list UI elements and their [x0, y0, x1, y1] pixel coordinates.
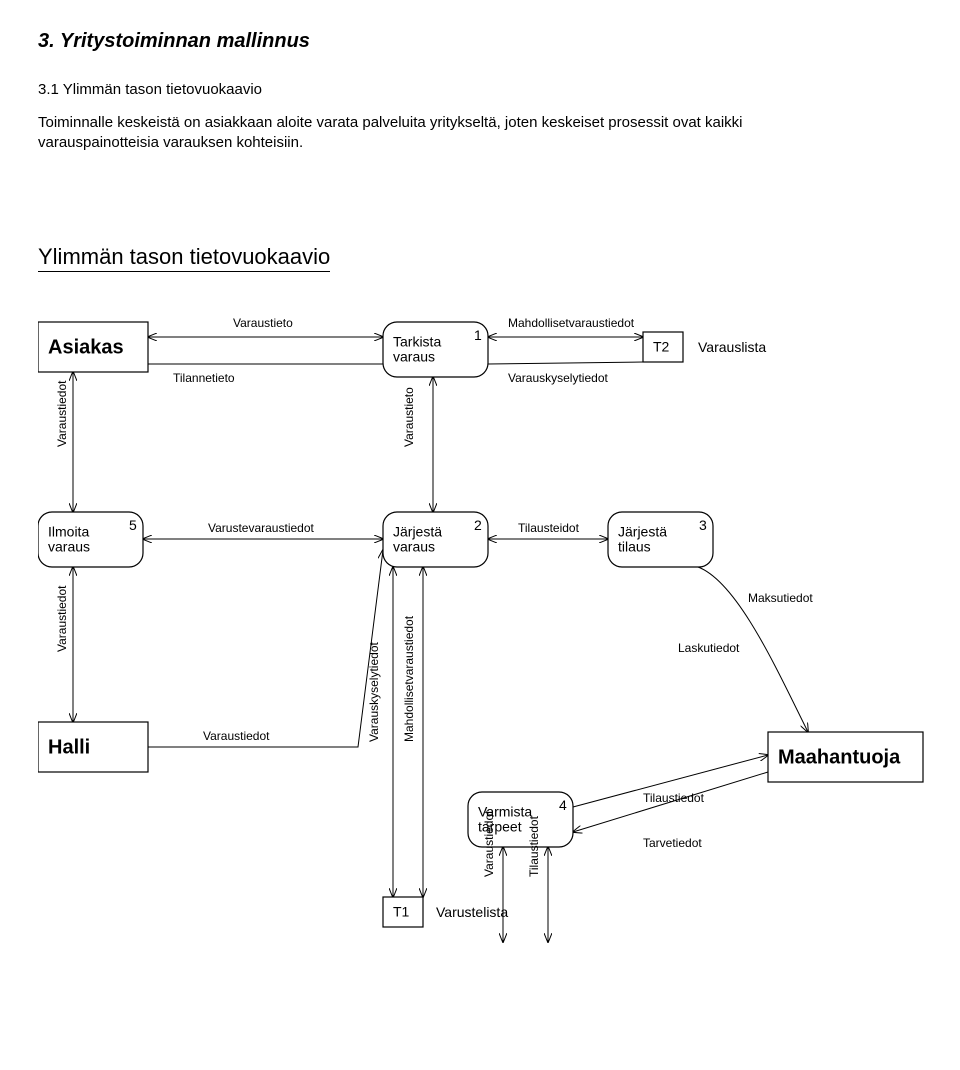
edge-label: Varauskyselytiedot — [508, 371, 608, 385]
subsection-heading: 3.1 Ylimmän tason tietovuokaavio — [38, 81, 922, 98]
edge — [148, 550, 383, 747]
edge-label: Varauskyselytiedot — [367, 641, 381, 741]
edge-label: Varaustiedot — [203, 729, 270, 743]
edge-label: Mahdollisetvaraustiedot — [402, 615, 416, 742]
node-number: 4 — [559, 797, 567, 813]
node-label: Asiakas — [48, 336, 124, 358]
edge-label: Tilaustiedot — [527, 815, 541, 877]
node-number: 5 — [129, 517, 137, 533]
node-label: varaus — [48, 538, 90, 554]
edge-label: Maksutiedot — [748, 591, 813, 605]
node-number: 1 — [474, 327, 482, 343]
store-label-varauslista: Varauslista — [698, 339, 766, 355]
edge-label: Varaustieto — [233, 316, 293, 330]
node-label: Järjestä — [393, 523, 442, 539]
edge-label: Tilausteidot — [518, 521, 580, 535]
node-label: varaus — [393, 348, 435, 364]
node-label: T2 — [653, 338, 670, 354]
edge-label: Mahdollisetvaraustiedot — [508, 316, 635, 330]
node-label: T1 — [393, 903, 410, 919]
node-label: Tarkista — [393, 333, 441, 349]
diagram-title: Ylimmän tason tietovuokaavio — [38, 244, 330, 272]
edge — [488, 362, 643, 364]
section-heading: 3. Yritystoiminnan mallinnus — [38, 30, 922, 53]
node-label: Maahantuoja — [778, 746, 901, 768]
intro-paragraph: Toiminnalle keskeistä on asiakkaan aloit… — [38, 113, 798, 154]
edge-label: Laskutiedot — [678, 641, 740, 655]
node-label: Ilmoita — [48, 523, 89, 539]
edge-label: Varaustiedot — [55, 379, 69, 446]
node-number: 3 — [699, 517, 707, 533]
store-label-varustelista: Varustelista — [436, 904, 508, 920]
edge-label: Varaustiedot — [482, 809, 496, 876]
edge-label: Tilannetieto — [173, 371, 235, 385]
node-label: Järjestä — [618, 523, 667, 539]
node-label: Halli — [48, 736, 90, 758]
edge-label: Varaustieto — [402, 386, 416, 446]
edge-label: Varaustiedot — [55, 584, 69, 651]
edge-label: Tarvetiedot — [643, 836, 702, 850]
node-label: tilaus — [618, 538, 651, 554]
node-number: 2 — [474, 517, 482, 533]
node-label: varaus — [393, 538, 435, 554]
edge-label: Tilaustiedot — [643, 791, 705, 805]
data-flow-diagram: AsiakasHalliMaahantuojaTarkistavaraus1Jä… — [38, 292, 938, 952]
edge-label: Varustevaraustiedot — [208, 521, 315, 535]
